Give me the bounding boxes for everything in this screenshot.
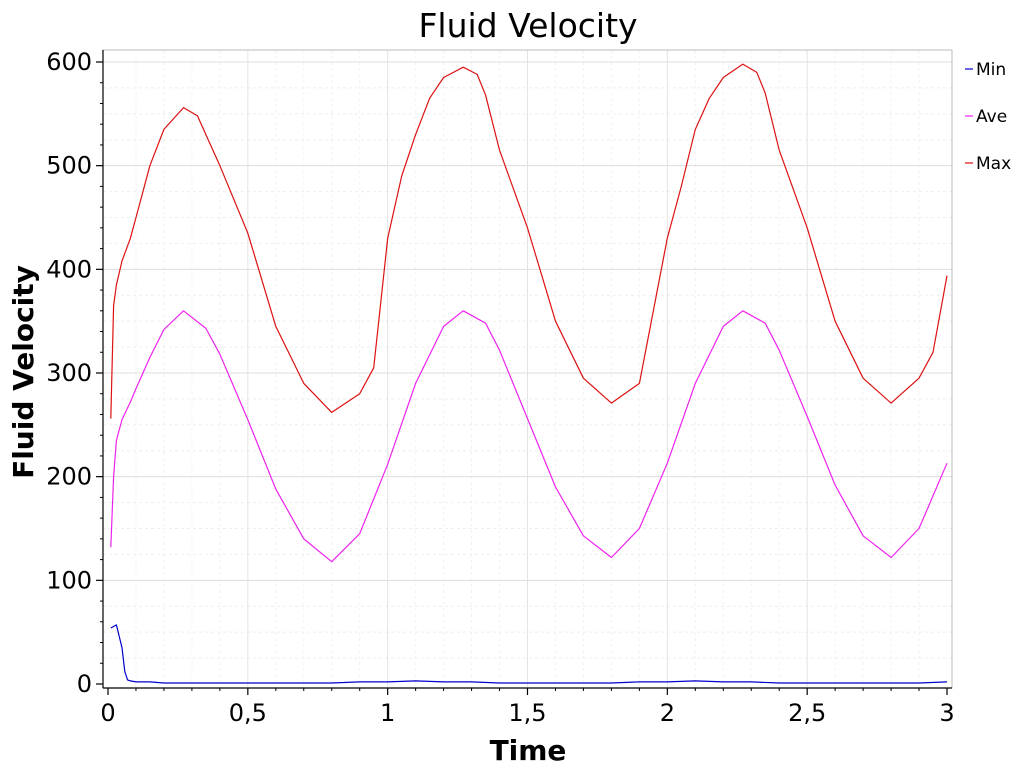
x-tick-label: 0,5 — [229, 699, 267, 727]
y-axis-label: Fluid Velocity — [7, 265, 40, 479]
series-layer — [110, 63, 948, 684]
legend: Min Ave Max — [965, 60, 1011, 174]
x-tick-label: 2 — [660, 699, 675, 727]
series-line-min — [110, 624, 948, 684]
series-line-ave — [110, 310, 948, 563]
x-tick-label: 2,5 — [788, 699, 826, 727]
grid-lines — [103, 50, 952, 688]
y-tick-label: 500 — [46, 152, 92, 180]
y-tick-label: 0 — [77, 670, 92, 698]
x-axis-label: Time — [490, 734, 567, 767]
x-tick-label: 3 — [939, 699, 954, 727]
y-tick-label: 100 — [46, 566, 92, 594]
x-tick-label: 0 — [100, 699, 115, 727]
y-tick-label: 600 — [46, 48, 92, 76]
series-line-max — [110, 63, 948, 419]
chart-title: Fluid Velocity — [418, 6, 637, 45]
y-tick-label: 400 — [46, 255, 92, 283]
x-axis-ticks: 0 0,5 1 1,5 2 2,5 3 — [100, 688, 955, 727]
y-tick-label: 300 — [46, 359, 92, 387]
legend-label-max: Max — [976, 154, 1011, 174]
y-tick-label: 200 — [46, 463, 92, 491]
x-tick-label: 1,5 — [508, 699, 546, 727]
legend-label-ave: Ave — [976, 107, 1007, 127]
y-axis-ticks: 0 100 200 300 400 500 600 — [46, 48, 103, 698]
x-tick-label: 1 — [380, 699, 395, 727]
legend-label-min: Min — [976, 60, 1006, 80]
